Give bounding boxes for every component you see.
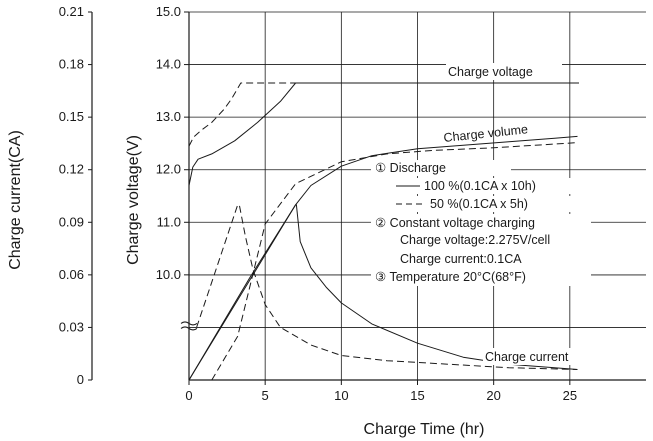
- axes: [88, 11, 646, 385]
- voltage-tick-label-5: 10.0: [156, 267, 181, 282]
- voltage-tick-label-4: 11.0: [157, 214, 181, 229]
- legend-dashed-label: 50 %(0.1CA x 5h): [430, 197, 528, 211]
- x-axis-title: Charge Time (hr): [364, 421, 485, 438]
- x-tick-label-3: 15: [410, 388, 424, 403]
- current-tick-label-6: 0.03: [59, 319, 84, 334]
- legend-cv-title: ② Constant voltage charging: [375, 216, 535, 230]
- current-tick-label-1: 0.18: [59, 57, 84, 72]
- charge-voltage-label-bg: [446, 63, 562, 80]
- x-tick-label-5: 25: [563, 388, 577, 403]
- x-tick-label-1: 5: [262, 388, 269, 403]
- current-tick-label-2: 0.15: [59, 109, 84, 124]
- series-line-volume-solid-5: [188, 135, 578, 381]
- legend-cv-current: Charge current:0.1CA: [400, 252, 522, 266]
- current-axis-title: Charge current(CA): [7, 130, 24, 270]
- voltage-tick-label-0: 15.0: [156, 4, 181, 19]
- current-tick-label-5: 0.06: [59, 267, 84, 282]
- x-tick-label-4: 20: [486, 388, 500, 403]
- voltage-tick-label-3: 12.0: [156, 162, 181, 177]
- charge-voltage-label: Charge voltage: [448, 65, 533, 79]
- legend-bg-3: [392, 196, 572, 212]
- series-line-voltage-solid-0: [188, 82, 296, 186]
- current-tick-label-0: 0.21: [59, 4, 84, 19]
- x-tick-label-2: 10: [334, 388, 348, 403]
- legend-bg-2: [392, 178, 572, 194]
- legend-solid-label: 100 %(0.1CA x 10h): [424, 179, 536, 193]
- current-tick-label-4: 0.09: [59, 214, 84, 229]
- legend-bg-4: [371, 214, 591, 286]
- voltage-tick-label-2: 13.0: [156, 109, 181, 124]
- voltage-axis-title: Charge voltage(V): [125, 135, 142, 265]
- x-tick-label-0: 0: [185, 388, 192, 403]
- tick-labels: 15.0 14.0 13.0 12.0 11.0 10.0 0.21 0.18 0.15 0.12…: [59, 4, 577, 403]
- legend-discharge-title: ① Discharge: [375, 161, 446, 175]
- axis-break-marks: [180, 321, 198, 331]
- current-tick-label-3: 0.12: [59, 162, 84, 177]
- charge-current-label: Charge current: [485, 350, 569, 364]
- legend-cv-voltage: Charge voltage:2.275V/cell: [400, 233, 550, 247]
- legend-bg-1: [371, 160, 511, 176]
- series-line-voltage-dashed-2: [188, 82, 579, 147]
- voltage-tick-label-1: 14.0: [156, 57, 181, 72]
- charge-current-label-bg: [483, 348, 595, 365]
- series-line-volume-dashed-6: [211, 142, 578, 381]
- current-tick-label-7: 0: [77, 372, 84, 387]
- axis-break-mark: [180, 321, 198, 331]
- legend: ① Discharge 100 %(0.1CA x 10h) 50 %(0.1C…: [371, 160, 591, 286]
- legend-temperature: ③ Temperature 20°C(68°F): [375, 270, 526, 284]
